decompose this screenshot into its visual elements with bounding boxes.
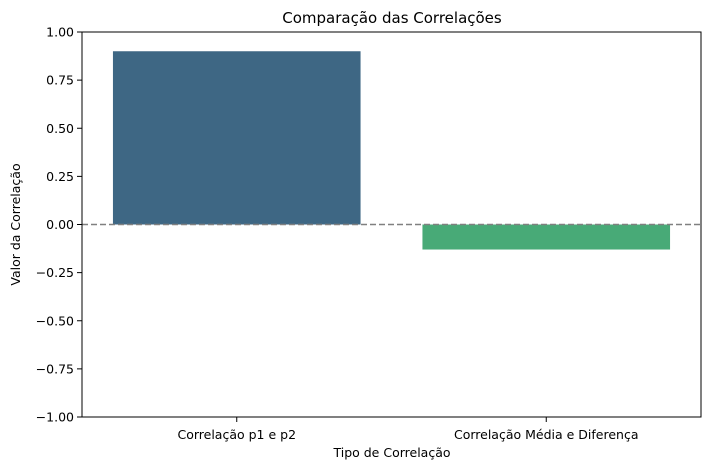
bar-1 (112, 51, 361, 225)
x-axis-ticks: Correlação p1 e p2 Correlação Média e Dif… (177, 417, 639, 442)
y-tick-label: −0.50 (36, 313, 74, 328)
x-axis-label: Tipo de Correlação (332, 445, 450, 460)
y-tick-label: −0.25 (36, 265, 74, 280)
y-axis-ticks: −1.00 −0.75 −0.50 −0.25 0.00 0.25 0.50 0.75 1.00 (36, 25, 82, 425)
x-tick-label: Correlação Média e Diferença (454, 427, 639, 442)
chart-title: Comparação das Correlações (282, 9, 502, 27)
y-tick-label: 0.00 (46, 217, 74, 232)
y-axis-label: Valor da Correlação (8, 163, 23, 285)
y-tick-label: −1.00 (36, 410, 74, 425)
y-tick-label: 1.00 (46, 25, 74, 40)
y-tick-label: 0.25 (46, 169, 74, 184)
bar-2 (422, 224, 671, 250)
y-tick-label: 0.50 (46, 121, 74, 136)
y-tick-label: 0.75 (46, 73, 74, 88)
y-tick-label: −0.75 (36, 361, 74, 376)
bars-group (112, 51, 671, 250)
x-tick-label: Correlação p1 e p2 (177, 427, 296, 442)
